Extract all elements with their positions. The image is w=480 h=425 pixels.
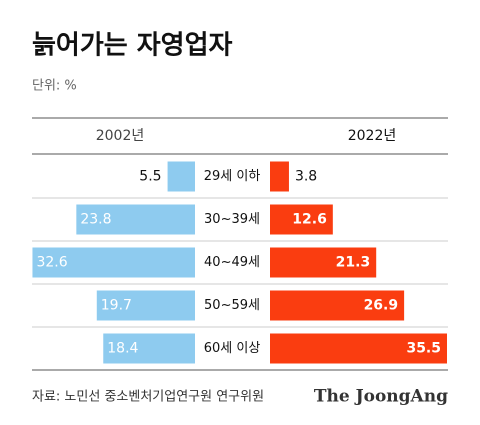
bar bbox=[270, 333, 447, 364]
value-label: 12.6 bbox=[292, 212, 327, 228]
bar bbox=[270, 204, 333, 235]
unit-label: 단위: % bbox=[32, 79, 77, 94]
bar bbox=[270, 161, 289, 192]
bar bbox=[167, 161, 195, 192]
value-label: 21.3 bbox=[336, 255, 371, 271]
value-label: 23.8 bbox=[80, 212, 111, 228]
category-label: 50~59세 bbox=[204, 298, 260, 313]
value-label: 26.9 bbox=[364, 298, 399, 314]
bar bbox=[32, 247, 196, 278]
category-label: 30~39세 bbox=[204, 212, 260, 227]
value-label: 18.4 bbox=[107, 341, 138, 357]
value-label: 5.5 bbox=[139, 169, 161, 185]
series-header: 2002년 bbox=[96, 128, 145, 144]
source: 자료: 노민선 중소벤처기업연구원 연구위원 bbox=[32, 390, 264, 405]
bar bbox=[103, 333, 195, 364]
bar bbox=[270, 290, 405, 321]
value-label: 19.7 bbox=[101, 298, 132, 314]
category-label: 60세 이상 bbox=[204, 341, 261, 356]
series-header: 2022년 bbox=[348, 128, 397, 144]
category-label: 40~49세 bbox=[204, 255, 260, 270]
category-label: 29세 이하 bbox=[204, 169, 261, 184]
bar bbox=[270, 247, 377, 278]
bar bbox=[96, 290, 195, 321]
bar bbox=[76, 204, 195, 235]
brand: The JoongAng bbox=[314, 387, 448, 407]
value-label: 3.8 bbox=[295, 169, 317, 185]
value-label: 35.5 bbox=[406, 341, 441, 357]
chart-title: 늙어가는 자영업자 bbox=[32, 31, 232, 61]
value-label: 32.6 bbox=[36, 255, 67, 271]
